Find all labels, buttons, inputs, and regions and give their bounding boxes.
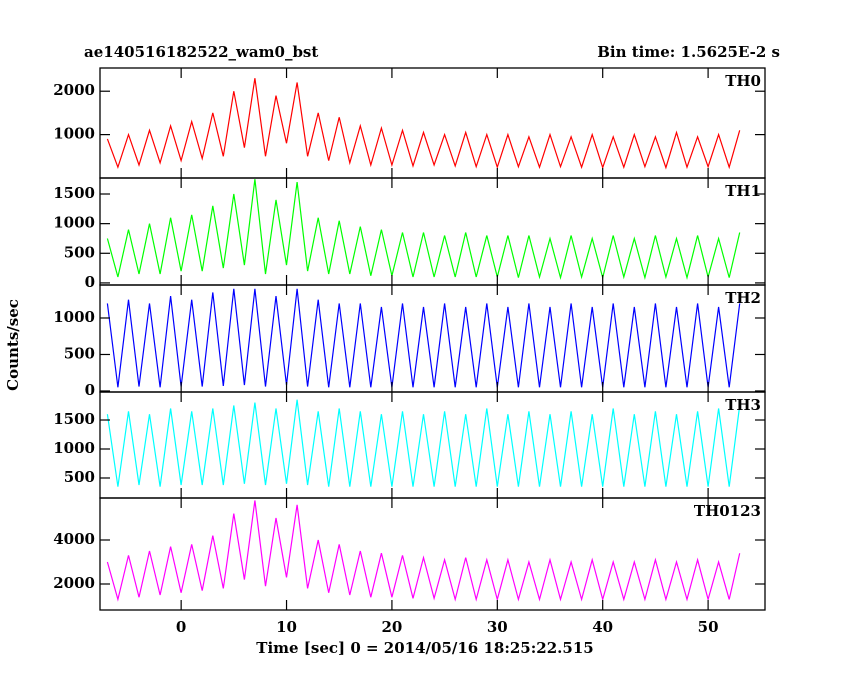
x-tick-label: 40 bbox=[592, 618, 613, 636]
y-tick-label: 4000 bbox=[53, 530, 95, 548]
x-tick-label: 20 bbox=[381, 618, 402, 636]
x-tick-label: 30 bbox=[487, 618, 508, 636]
y-tick-label: 2000 bbox=[53, 81, 95, 99]
y-tick-label: 1000 bbox=[53, 439, 95, 457]
y-tick-label: 1500 bbox=[53, 410, 95, 428]
y-tick-label: 1000 bbox=[53, 125, 95, 143]
panel-label: TH0123 bbox=[694, 502, 761, 520]
chart-subtitle: Bin time: 1.5625E-2 s bbox=[597, 43, 780, 61]
panel-frame bbox=[99, 497, 766, 611]
y-axis-label: Counts/sec bbox=[4, 299, 22, 391]
x-axis-label: Time [sec] 0 = 2014/05/16 18:25:22.515 bbox=[256, 639, 593, 657]
x-tick-label: 0 bbox=[176, 618, 186, 636]
chart-title: ae140516182522_wam0_bst bbox=[84, 43, 318, 61]
panel-label: TH0 bbox=[725, 72, 761, 90]
y-tick-label: 1000 bbox=[53, 214, 95, 232]
y-tick-label: 2000 bbox=[53, 574, 95, 592]
y-tick-label: 500 bbox=[64, 344, 95, 362]
light-curve bbox=[106, 179, 741, 280]
x-tick-label: 50 bbox=[698, 618, 719, 636]
light-curve bbox=[106, 78, 741, 170]
y-tick-label: 1000 bbox=[53, 308, 95, 326]
y-tick-label: 500 bbox=[64, 468, 95, 486]
panel-label: TH2 bbox=[725, 289, 761, 307]
y-tick-label: 0 bbox=[85, 381, 95, 399]
light-curve bbox=[106, 399, 741, 487]
x-tick-label: 10 bbox=[276, 618, 297, 636]
panel-label: TH3 bbox=[725, 396, 761, 414]
y-tick-label: 0 bbox=[85, 273, 95, 291]
light-curve bbox=[106, 288, 741, 388]
light-curve bbox=[106, 500, 741, 602]
y-tick-label: 1500 bbox=[53, 184, 95, 202]
panel-label: TH1 bbox=[725, 182, 761, 200]
y-tick-label: 500 bbox=[64, 243, 95, 261]
